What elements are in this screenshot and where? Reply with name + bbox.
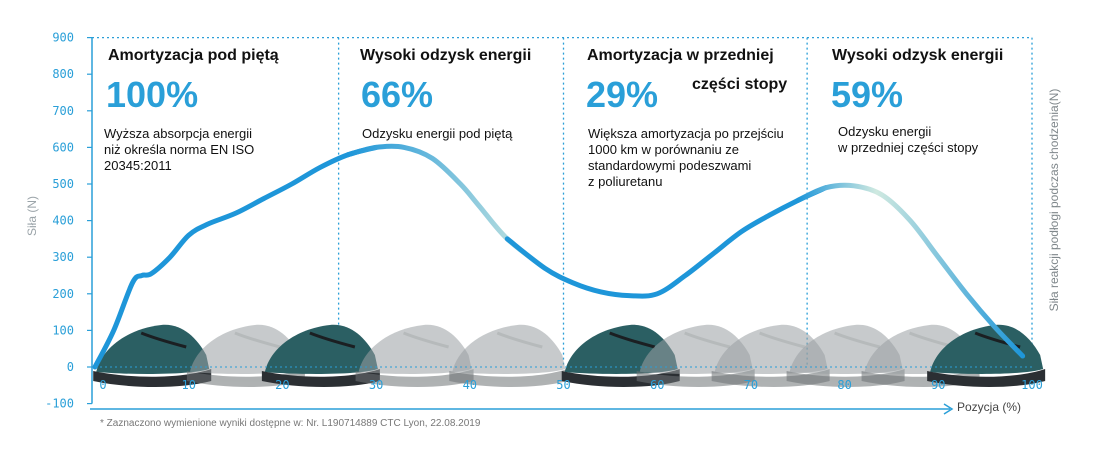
shoe-sole [261, 369, 380, 387]
y-tick-label: 100 [52, 323, 74, 337]
shoe-upper [96, 324, 210, 374]
y-tick-label: 400 [52, 214, 74, 228]
right-axis-label: Siła reakcji podłogi podczas chodzenia(N… [1047, 89, 1061, 312]
segment-1-description: Wyższa absorpcja energii niż określa nor… [104, 126, 255, 173]
y-tick-label: -100 [45, 397, 74, 411]
shoe-laces [974, 331, 1021, 349]
x-tick-label: 10 [181, 378, 195, 392]
segment-2-percent: 66% [361, 74, 434, 115]
x-tick-label: 50 [556, 378, 570, 392]
shoe-ghost-icon [449, 324, 568, 387]
segment-3-percent: 29% [586, 74, 659, 115]
x-tick-label: 0 [99, 378, 106, 392]
x-axis-arrow-icon [943, 403, 954, 415]
shoe-sequence [93, 324, 1046, 387]
segment-2-description: Odzysku energii pod piętą [362, 126, 513, 141]
x-tick-label: 20 [275, 378, 289, 392]
shoe-icon [927, 324, 1046, 387]
shoe-laces [234, 331, 281, 349]
segment-3-title-continued: części stopy [692, 76, 788, 93]
force-curve-section [504, 185, 829, 299]
shoe-laces [609, 331, 656, 349]
y-tick-label: 600 [52, 140, 74, 154]
x-tick-label: 90 [931, 378, 945, 392]
shoe-laces [140, 331, 187, 349]
y-axis-label: Siła (N) [25, 196, 39, 236]
x-tick-label: 80 [837, 378, 851, 392]
segment-3-description: Większa amortyzacja po przejściu 1000 km… [588, 126, 784, 189]
x-tick-label: 60 [650, 378, 664, 392]
shoe-upper [930, 324, 1044, 374]
shoe-laces [403, 331, 449, 349]
segment-4-percent: 59% [831, 74, 904, 115]
shoe-icon [93, 324, 212, 387]
axes: -100 0 100 200 300 400 500 600 700 800 900 0 10 20 30 4… [25, 31, 1061, 415]
force-curve-section [92, 144, 379, 370]
shoe-upper [264, 324, 378, 374]
shoe-laces [309, 331, 356, 349]
x-tick-label: 100 [1021, 378, 1043, 392]
shoe-sole [93, 369, 212, 387]
segment-2-title: Wysoki odzysk energii [360, 47, 532, 64]
shoe-laces [834, 331, 880, 349]
force-curve-section [795, 182, 1026, 359]
segment-4-description: Odzysku energii w przedniej części stopy [838, 124, 979, 155]
y-tick-label: 700 [52, 104, 74, 118]
shoe-ghost-icon [355, 324, 474, 387]
force-curve-section [345, 143, 548, 271]
shoe-laces [496, 331, 543, 349]
y-tick-label: 800 [52, 67, 74, 81]
x-tick-label: 40 [463, 378, 477, 392]
segment-4-title: Wysoki odzysk energii [832, 47, 1004, 64]
segment-1-title: Amortyzacja pod piętą [108, 47, 279, 64]
x-tick-label: 70 [744, 378, 758, 392]
y-tick-label: 0 [67, 360, 74, 374]
segment-1-percent: 100% [106, 74, 199, 115]
y-tick-label: 200 [52, 287, 74, 301]
shoe-sole [355, 369, 474, 387]
x-tick-label: 30 [369, 378, 383, 392]
shoe-laces [759, 331, 806, 349]
footnote: * Zaznaczono wymienione wyniki dostępne … [100, 418, 481, 429]
force-curve [92, 143, 1026, 370]
y-tick-label: 300 [52, 250, 74, 264]
shoe-upper [452, 324, 566, 374]
y-tick-label: 900 [52, 31, 74, 45]
section-frame [92, 36, 1033, 367]
y-tick-label: 500 [52, 177, 74, 191]
shoe-sole [449, 369, 568, 387]
segment-3-title: Amortyzacja w przedniej [587, 47, 774, 64]
shoe-upper [358, 324, 472, 374]
shoe-laces [684, 331, 731, 349]
shoe-sole [927, 369, 1046, 387]
x-axis-label: Pozycja (%) [957, 400, 1021, 414]
shoe-icon [261, 324, 380, 387]
